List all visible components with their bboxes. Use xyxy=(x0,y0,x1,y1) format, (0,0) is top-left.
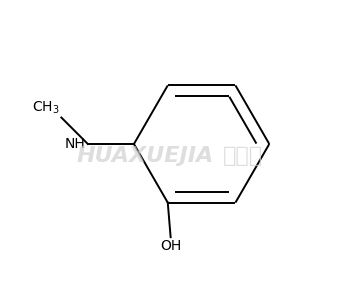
Text: 化学加: 化学加 xyxy=(223,145,264,166)
Text: NH: NH xyxy=(65,137,86,151)
Text: HUAXUEJIA: HUAXUEJIA xyxy=(77,145,214,166)
Text: OH: OH xyxy=(160,239,181,253)
Text: CH$_3$: CH$_3$ xyxy=(32,100,60,116)
